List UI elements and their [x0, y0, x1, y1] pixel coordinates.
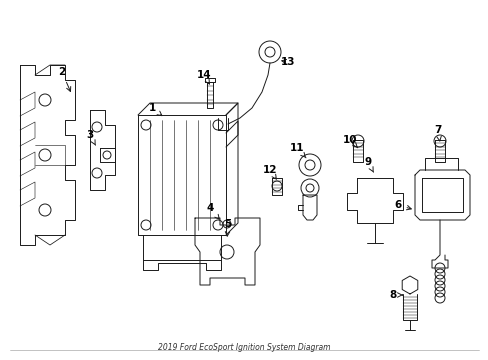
- Text: 13: 13: [280, 57, 295, 67]
- Text: 7: 7: [433, 125, 441, 141]
- Text: 8: 8: [388, 290, 402, 300]
- Text: 2: 2: [58, 67, 71, 91]
- Text: 3: 3: [86, 130, 95, 145]
- Text: 14: 14: [196, 70, 211, 84]
- Text: 10: 10: [342, 135, 357, 148]
- Text: 6: 6: [393, 200, 410, 210]
- Text: 11: 11: [289, 143, 305, 158]
- Text: 2019 Ford EcoSport Ignition System Diagram: 2019 Ford EcoSport Ignition System Diagr…: [158, 343, 329, 352]
- Text: 9: 9: [364, 157, 373, 172]
- Text: 1: 1: [148, 103, 162, 116]
- Text: 4: 4: [206, 203, 219, 219]
- Text: 5: 5: [224, 219, 231, 236]
- Text: 12: 12: [262, 165, 277, 179]
